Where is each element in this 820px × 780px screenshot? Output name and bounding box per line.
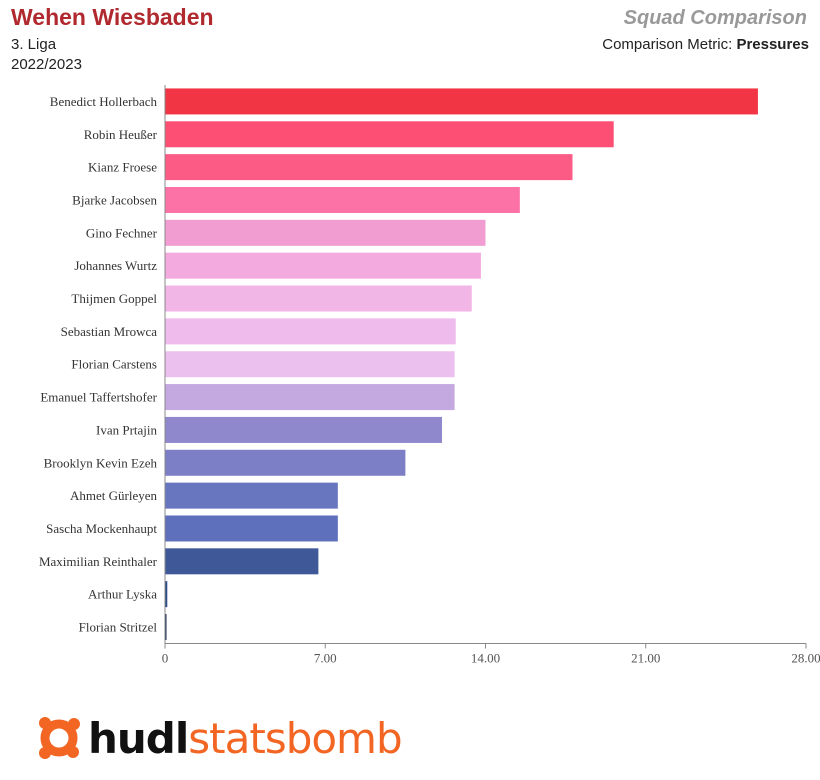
bar-4: [165, 219, 486, 246]
x-tick-label-3: 21.00: [631, 650, 660, 665]
x-tick-label-2: 14.00: [471, 650, 500, 665]
player-label-12: Ahmet Gürleyen: [70, 488, 158, 503]
bar-15: [165, 581, 168, 608]
logo-statsbomb: statsbomb: [188, 713, 402, 763]
bar-16: [165, 614, 167, 641]
bar-13: [165, 515, 338, 542]
player-label-7: Sebastian Mrowca: [61, 324, 158, 339]
bar-1: [165, 121, 614, 148]
bar-8: [165, 351, 455, 378]
metric-name: Pressures: [736, 36, 809, 53]
league-label: 3. Liga: [11, 36, 57, 53]
player-label-1: Robin Heußer: [84, 127, 158, 142]
player-label-8: Florian Carstens: [71, 357, 157, 372]
bar-7: [165, 318, 456, 345]
player-label-2: Kianz Froese: [88, 160, 157, 175]
x-tick-label-1: 7.00: [314, 650, 337, 665]
player-label-15: Arthur Lyska: [88, 587, 157, 602]
bar-0: [165, 88, 758, 115]
season-label: 2022/2023: [11, 56, 82, 73]
metric-prefix: Comparison Metric:: [602, 36, 737, 53]
comparison-metric: Comparison Metric: Pressures: [602, 36, 809, 53]
bar-14: [165, 548, 319, 575]
player-label-14: Maximilian Reinthaler: [39, 554, 158, 569]
logo-hudl: hudl: [88, 713, 189, 763]
bar-3: [165, 186, 520, 213]
player-label-11: Brooklyn Kevin Ezeh: [44, 455, 158, 470]
player-label-3: Bjarke Jacobsen: [72, 192, 157, 207]
chart-title: Squad Comparison: [623, 7, 807, 29]
player-label-16: Florian Stritzel: [79, 620, 158, 635]
bar-5: [165, 252, 481, 279]
x-tick-label-4: 28.00: [791, 650, 820, 665]
x-tick-label-0: 0: [162, 650, 169, 665]
player-label-5: Johannes Wurtz: [74, 258, 157, 273]
bar-10: [165, 416, 443, 443]
statsbomb-logo-icon: [39, 717, 80, 759]
logo-wordmark: hudlstatsbomb: [88, 713, 403, 763]
player-label-0: Benedict Hollerbach: [50, 94, 158, 109]
player-label-9: Emanuel Taffertshofer: [40, 390, 157, 405]
player-label-10: Ivan Prtajin: [96, 422, 158, 437]
bar-2: [165, 154, 573, 181]
team-title: Wehen Wiesbaden: [11, 4, 214, 30]
bar-chart: Benedict Hollerbach Robin Heußer Kianz Fro…: [39, 85, 820, 665]
player-label-4: Gino Fechner: [86, 225, 158, 240]
bar-9: [165, 384, 455, 411]
hudl-statsbomb-logo: hudlstatsbomb: [36, 712, 403, 764]
player-label-6: Thijmen Goppel: [71, 291, 157, 306]
bar-6: [165, 285, 472, 312]
bar-12: [165, 482, 338, 509]
bar-11: [165, 449, 406, 476]
player-label-13: Sascha Mockenhaupt: [46, 521, 157, 536]
